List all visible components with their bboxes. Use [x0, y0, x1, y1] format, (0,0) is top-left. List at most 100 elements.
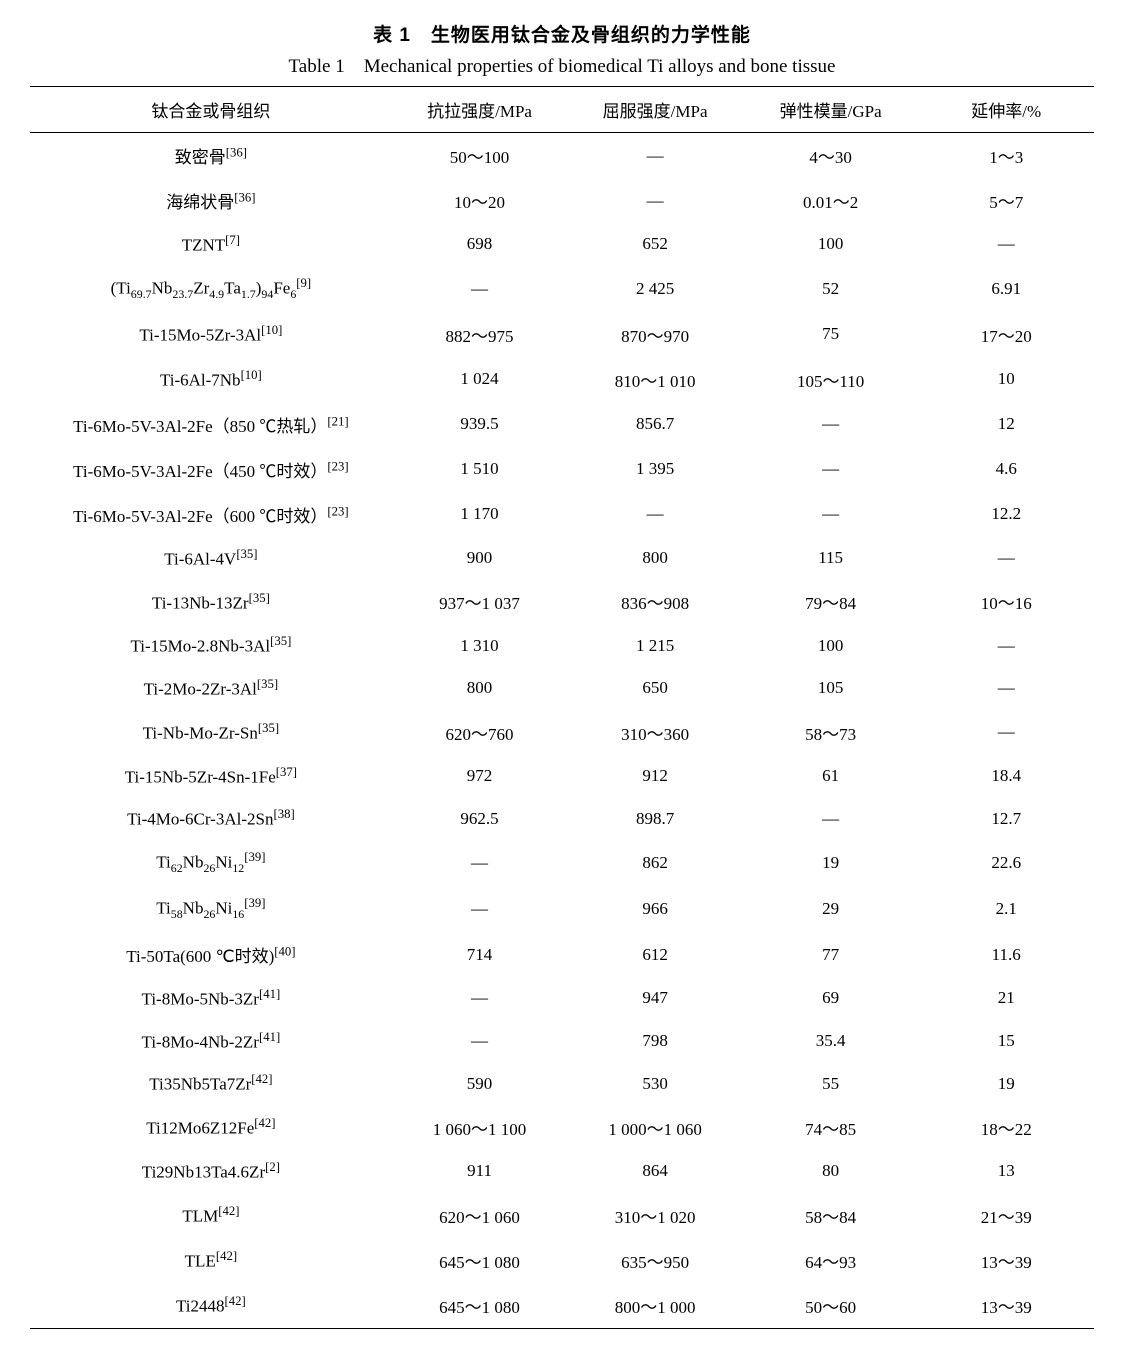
cell-uts: 698: [392, 223, 568, 266]
cell-material: Ti-15Mo-2.8Nb-3Al[35]: [30, 624, 392, 667]
table-row: Ti-15Mo-2.8Nb-3Al[35]1 3101 215100—: [30, 624, 1094, 667]
cell-elongation: 10～16: [918, 579, 1094, 624]
cell-elongation: 12.2: [918, 492, 1094, 537]
cell-elongation: 13～39: [918, 1283, 1094, 1329]
cell-material: Ti-50Ta(600 ℃时效)[40]: [30, 932, 392, 977]
cell-ys: 800～1 000: [567, 1283, 743, 1329]
cell-material: Ti-6Al-7Nb[10]: [30, 357, 392, 402]
cell-material: Ti12Mo6Z12Fe[42]: [30, 1105, 392, 1150]
cell-uts: 1 310: [392, 624, 568, 667]
cell-ys: 862: [567, 840, 743, 886]
cell-ys: 836～908: [567, 579, 743, 624]
cell-elongation: —: [918, 710, 1094, 755]
table-row: Ti62Nb26Ni12[39]—8621922.6: [30, 840, 1094, 886]
cell-material: 致密骨[36]: [30, 133, 392, 179]
cell-material: 海绵状骨[36]: [30, 178, 392, 223]
cell-material: Ti58Nb26Ni16[39]: [30, 886, 392, 932]
col-header-modulus: 弹性模量/GPa: [743, 87, 919, 133]
cell-material: TLM[42]: [30, 1193, 392, 1238]
cell-modulus: 58～73: [743, 710, 919, 755]
cell-elongation: 13: [918, 1150, 1094, 1193]
cell-elongation: 17～20: [918, 312, 1094, 357]
table-row: Ti-6Al-4V[35]900800115—: [30, 537, 1094, 580]
cell-material: Ti35Nb5Ta7Zr[42]: [30, 1062, 392, 1105]
cell-uts: 620～760: [392, 710, 568, 755]
cell-elongation: 10: [918, 357, 1094, 402]
col-header-ys: 屈服强度/MPa: [567, 87, 743, 133]
cell-uts: 900: [392, 537, 568, 580]
cell-material: Ti-8Mo-4Nb-2Zr[41]: [30, 1020, 392, 1063]
cell-ys: —: [567, 178, 743, 223]
cell-ys: 310～360: [567, 710, 743, 755]
cell-ys: 810～1 010: [567, 357, 743, 402]
cell-modulus: 69: [743, 977, 919, 1020]
cell-uts: 939.5: [392, 402, 568, 447]
cell-ys: 864: [567, 1150, 743, 1193]
cell-material: Ti-6Mo-5V-3Al-2Fe（450 ℃时效）[23]: [30, 447, 392, 492]
cell-elongation: 21～39: [918, 1193, 1094, 1238]
cell-material: Ti-6Mo-5V-3Al-2Fe（850 ℃热轧）[21]: [30, 402, 392, 447]
cell-ys: 870～970: [567, 312, 743, 357]
cell-modulus: 29: [743, 886, 919, 932]
cell-ys: 310～1 020: [567, 1193, 743, 1238]
cell-material: Ti-15Nb-5Zr-4Sn-1Fe[37]: [30, 755, 392, 798]
table-header-row: 钛合金或骨组织 抗拉强度/MPa 屈服强度/MPa 弹性模量/GPa 延伸率/%: [30, 87, 1094, 133]
cell-material: TZNT[7]: [30, 223, 392, 266]
table-row: Ti58Nb26Ni16[39]—966292.1: [30, 886, 1094, 932]
table-row: Ti-Nb-Mo-Zr-Sn[35]620～760310～36058～73—: [30, 710, 1094, 755]
cell-material: Ti-2Mo-2Zr-3Al[35]: [30, 667, 392, 710]
cell-elongation: 21: [918, 977, 1094, 1020]
cell-modulus: 0.01～2: [743, 178, 919, 223]
cell-ys: 912: [567, 755, 743, 798]
table-row: 海绵状骨[36]10～20—0.01～25～7: [30, 178, 1094, 223]
cell-uts: 620～1 060: [392, 1193, 568, 1238]
cell-uts: 645～1 080: [392, 1238, 568, 1283]
cell-elongation: 13～39: [918, 1238, 1094, 1283]
cell-ys: 898.7: [567, 797, 743, 840]
table-row: Ti-6Mo-5V-3Al-2Fe（850 ℃热轧）[21]939.5856.7…: [30, 402, 1094, 447]
table-row: Ti-15Mo-5Zr-3Al[10]882～975870～9707517～20: [30, 312, 1094, 357]
table-row: Ti-6Mo-5V-3Al-2Fe（600 ℃时效）[23]1 170——12.…: [30, 492, 1094, 537]
cell-material: Ti2448[42]: [30, 1283, 392, 1329]
cell-modulus: 55: [743, 1062, 919, 1105]
table-row: Ti-8Mo-4Nb-2Zr[41]—79835.415: [30, 1020, 1094, 1063]
cell-material: Ti-6Mo-5V-3Al-2Fe（600 ℃时效）[23]: [30, 492, 392, 537]
cell-material: Ti-15Mo-5Zr-3Al[10]: [30, 312, 392, 357]
table-row: Ti-6Mo-5V-3Al-2Fe（450 ℃时效）[23]1 5101 395…: [30, 447, 1094, 492]
cell-ys: 652: [567, 223, 743, 266]
cell-elongation: 12.7: [918, 797, 1094, 840]
cell-elongation: 1～3: [918, 133, 1094, 179]
cell-uts: —: [392, 840, 568, 886]
cell-material: Ti62Nb26Ni12[39]: [30, 840, 392, 886]
cell-elongation: 18.4: [918, 755, 1094, 798]
cell-modulus: 115: [743, 537, 919, 580]
cell-elongation: 6.91: [918, 266, 1094, 312]
cell-ys: 1 395: [567, 447, 743, 492]
table-row: 致密骨[36]50～100—4～301～3: [30, 133, 1094, 179]
cell-modulus: —: [743, 402, 919, 447]
cell-modulus: 58～84: [743, 1193, 919, 1238]
cell-ys: 1 215: [567, 624, 743, 667]
cell-modulus: —: [743, 797, 919, 840]
cell-material: TLE[42]: [30, 1238, 392, 1283]
table-row: Ti-13Nb-13Zr[35]937～1 037836～90879～8410～…: [30, 579, 1094, 624]
cell-ys: 612: [567, 932, 743, 977]
cell-modulus: 75: [743, 312, 919, 357]
cell-elongation: 4.6: [918, 447, 1094, 492]
cell-elongation: —: [918, 537, 1094, 580]
cell-elongation: —: [918, 667, 1094, 710]
cell-modulus: 80: [743, 1150, 919, 1193]
table-row: Ti-6Al-7Nb[10]1 024810～1 010105～11010: [30, 357, 1094, 402]
cell-uts: 10～20: [392, 178, 568, 223]
cell-elongation: —: [918, 223, 1094, 266]
cell-modulus: 100: [743, 624, 919, 667]
cell-uts: —: [392, 266, 568, 312]
cell-ys: —: [567, 492, 743, 537]
cell-ys: 966: [567, 886, 743, 932]
cell-modulus: 52: [743, 266, 919, 312]
cell-ys: 635～950: [567, 1238, 743, 1283]
cell-modulus: 4～30: [743, 133, 919, 179]
table-row: Ti35Nb5Ta7Zr[42]5905305519: [30, 1062, 1094, 1105]
table-row: Ti2448[42]645～1 080800～1 00050～6013～39: [30, 1283, 1094, 1329]
cell-modulus: 19: [743, 840, 919, 886]
